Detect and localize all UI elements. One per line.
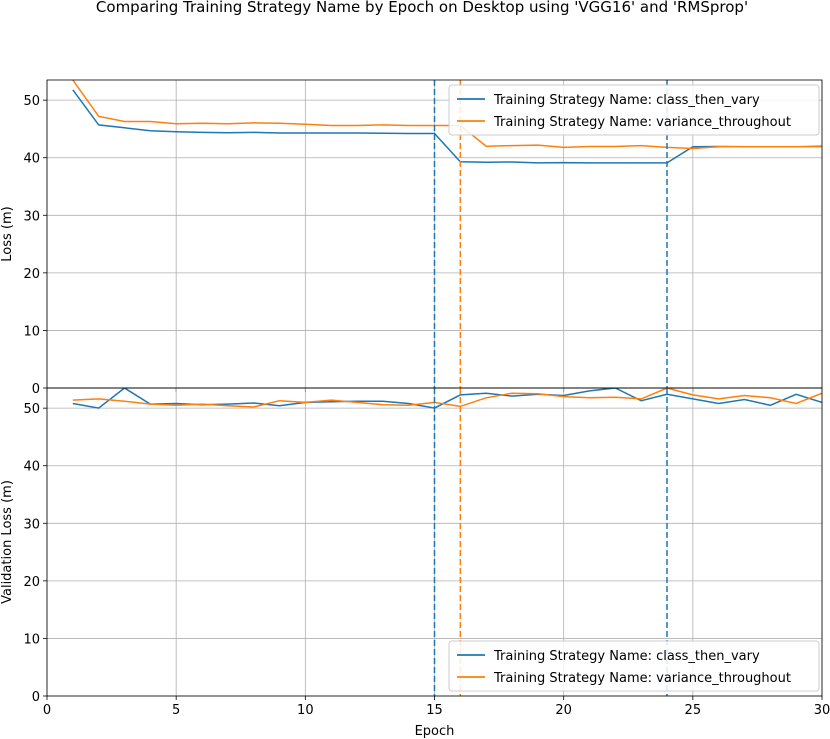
y-tick-label: 10 [23, 324, 40, 339]
y-tick-label: 10 [23, 632, 40, 647]
legend-entry: Training Strategy Name: class_then_vary [493, 93, 760, 108]
x-tick-label: 10 [297, 703, 314, 718]
x-tick-label: 25 [685, 703, 702, 718]
y-tick-label: 20 [23, 267, 40, 282]
legend-entry: Training Strategy Name: variance_through… [493, 671, 791, 686]
y-tick-label: 50 [23, 402, 40, 417]
x-tick-label: 20 [555, 703, 572, 718]
y-tick-label: 30 [23, 517, 40, 532]
legend: Training Strategy Name: class_then_vary T… [448, 640, 820, 692]
axes-frame [46, 387, 823, 697]
x-tick-label: 0 [43, 703, 51, 718]
x-tick-label: 15 [426, 703, 443, 718]
x-tick-label: 30 [814, 703, 830, 718]
validation-loss-panel: 0 10 20 30 40 50 0 5 10 15 20 25 30 Validation Loss (… [0, 387, 830, 739]
x-tick-label: 5 [172, 703, 180, 718]
y-tick-label: 40 [23, 152, 40, 167]
y-tick-label: 20 [23, 575, 40, 590]
y-tick-label: 30 [23, 209, 40, 224]
legend-box [448, 84, 820, 136]
loss-panel: 0 10 20 30 40 50 Loss (m) Training Strategy Nam… [0, 79, 823, 397]
y-axis-label: Validation Loss (m) [0, 480, 15, 604]
y-tick-label: 50 [23, 94, 40, 109]
series-line-2 [72, 388, 822, 408]
series-line-2 [72, 80, 822, 150]
y-tick-label: 40 [23, 460, 40, 475]
legend-box [448, 640, 820, 692]
legend-entry: Training Strategy Name: class_then_vary [493, 649, 760, 664]
legend-entry: Training Strategy Name: variance_through… [493, 115, 791, 130]
y-tick-label: 0 [32, 690, 40, 705]
x-axis-label: Epoch [415, 724, 455, 739]
chart-title: Comparing Training Strategy Name by Epoc… [96, 0, 748, 16]
series-line-1 [72, 89, 822, 164]
y-axis-label: Loss (m) [0, 206, 15, 261]
legend: Training Strategy Name: class_then_vary T… [448, 84, 820, 136]
y-tick-label: 0 [32, 382, 40, 397]
